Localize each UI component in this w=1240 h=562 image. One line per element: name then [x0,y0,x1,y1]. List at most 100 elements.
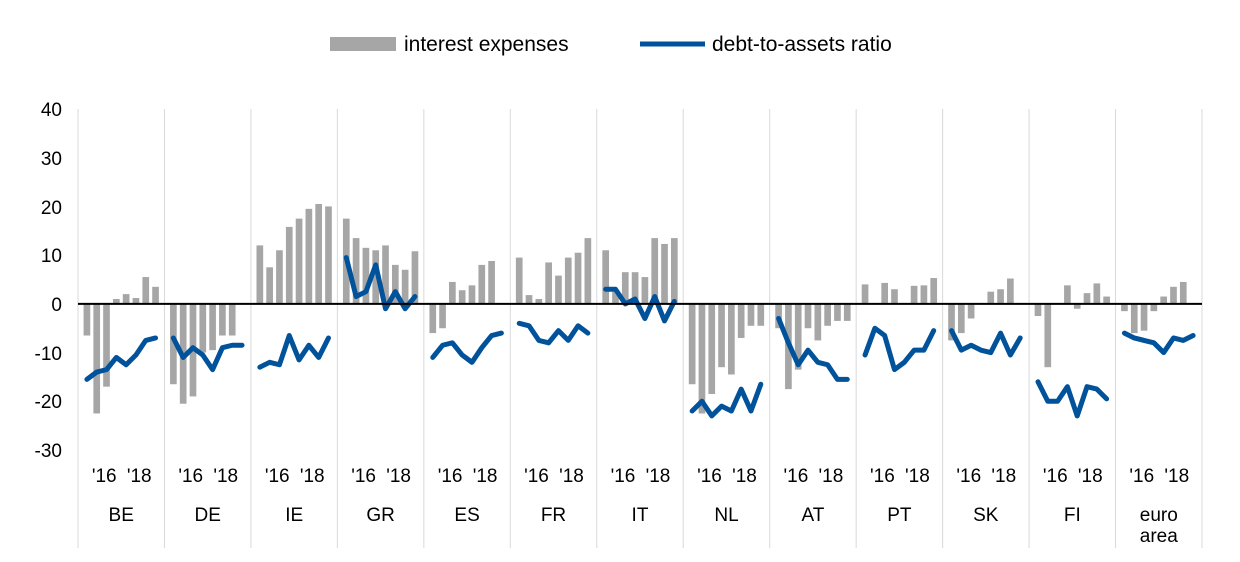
bar-interest-expenses [382,245,389,304]
line-debt-to-assets-ratio [170,335,245,373]
bar-interest-expenses [747,303,755,326]
bar-interest-expenses [957,303,965,334]
bar-interest-expenses [555,275,562,304]
line-debt-to-assets-ratio [430,330,504,365]
bar-interest-expenses [564,257,572,304]
line-debt-to-assets-ratio [84,335,159,382]
bar-interest-expenses [651,238,659,304]
bar-interest-expenses [574,252,582,304]
year-label: '16 [92,466,117,487]
year-label: '18 [300,466,325,487]
legend-bar-swatch [330,37,396,51]
year-label: '16 [697,466,722,487]
bar-interest-expenses [325,206,332,304]
bar-interest-expenses [621,272,629,304]
line-debt-to-assets-ratio [862,325,937,373]
bar-interest-expenses [429,303,437,334]
bar-interest-expenses [698,303,706,414]
year-label: '16 [784,466,809,487]
bar-interest-expenses [718,303,725,368]
country-label: FR [541,505,566,526]
bar-interest-expenses [401,269,409,304]
year-label: '18 [732,466,757,487]
bar-interest-expenses [612,291,619,304]
year-label: '18 [905,466,930,487]
bar-interest-expenses [584,238,592,304]
country-label: ES [454,505,479,526]
y-tick-label: 0 [51,295,62,316]
line-debt-to-assets-ratio [516,320,591,346]
year-label: '18 [991,466,1016,487]
bar-interest-expenses [515,257,523,304]
bar-interest-expenses [920,285,928,304]
y-tick-label: 20 [41,198,62,219]
bar-interest-expenses [948,303,955,341]
bar-interest-expenses [641,277,649,304]
plot-area: '16 '18 BE '16 '18 DE '16 '18 IE '16 '18 GR '16 '18 ES… [77,109,1203,548]
year-label: '16 [870,466,895,487]
bar-interest-expenses [1130,303,1138,334]
country-label: NL [714,505,738,526]
country-label: PT [887,505,912,526]
bar-interest-expenses [362,247,370,304]
year-label: '18 [1078,466,1103,487]
bar-interest-expenses [391,264,399,304]
bar-interest-expenses [708,303,716,394]
year-label: '18 [559,466,584,487]
bar-interest-expenses [1170,286,1177,304]
bar-interest-expenses [1073,303,1081,309]
bar-interest-expenses [757,303,765,326]
line-debt-to-assets-ratio [1035,379,1110,419]
bar-interest-expenses [219,303,226,336]
y-axis: 40 30 20 10 0 -10 -20 -30 [35,100,62,462]
country-label: IT [632,505,649,526]
year-label: '16 [438,466,463,487]
bar-interest-expenses [1150,303,1158,312]
bar-interest-expenses [1140,303,1148,331]
bar-interest-expenses [1083,293,1091,304]
bar-interest-expenses [804,303,812,329]
y-tick-label: 10 [41,246,62,267]
bar-interest-expenses [228,303,236,336]
line-debt-to-assets-ratio [689,381,764,419]
bar-interest-expenses [824,303,831,326]
year-label: '16 [265,466,290,487]
bar-interest-expenses [458,290,466,304]
line-debt-to-assets-ratio [1121,330,1196,356]
bar-interest-expenses [1007,278,1014,304]
bar-interest-expenses [814,303,822,341]
year-label: '18 [213,466,238,487]
bar-interest-expenses [631,272,639,304]
country-label: GR [366,505,395,526]
bar-interest-expenses [545,262,552,304]
year-label: '18 [819,466,844,487]
year-label: '16 [351,466,376,487]
bar-interest-expenses [276,250,283,304]
bar-interest-expenses [295,218,303,304]
country-label: DE [194,505,220,526]
bar-interest-expenses [1179,281,1187,304]
y-tick-label: -20 [35,392,62,413]
bar-interest-expenses [305,208,313,304]
country-label: euro area [1140,505,1178,547]
country-label: FI [1064,505,1081,526]
bar-interest-expenses [794,303,802,370]
bar-interest-expenses [861,284,869,304]
bar-interest-expenses [315,203,323,304]
bar-interest-expenses [1034,303,1042,317]
line-debt-to-assets-ratio [776,315,850,382]
bar-interest-expenses [83,303,91,336]
bar-interest-expenses [209,303,216,351]
bar-interest-expenses [967,303,975,319]
bar-interest-expenses [285,226,293,304]
line-debt-to-assets-ratio [949,328,1023,358]
bar-interest-expenses [93,303,101,414]
bar-interest-expenses [411,251,419,304]
bar-interest-expenses [266,267,273,304]
bar-interest-expenses [930,278,938,304]
line-debt-to-assets-ratio [257,333,331,370]
bar-interest-expenses [256,245,264,304]
bar-interest-expenses [881,282,889,304]
y-tick-label: -30 [35,441,62,462]
